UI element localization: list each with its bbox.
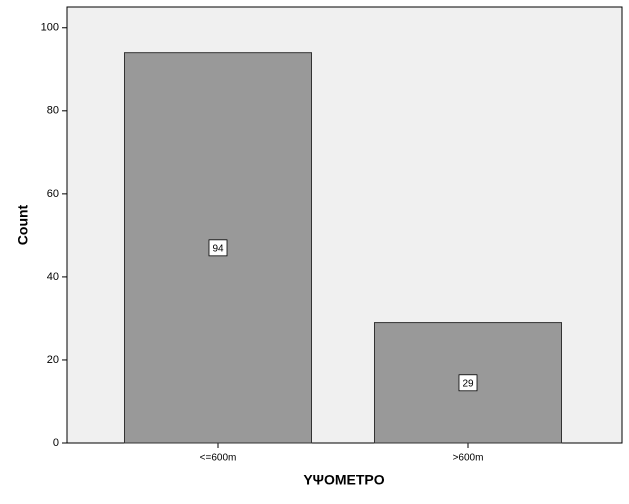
y-axis-title: Count [15, 204, 31, 245]
x-tick-label: >600m [453, 453, 484, 464]
value-label-box [208, 239, 228, 257]
y-tick-label: 80 [47, 105, 59, 117]
y-tick-label: 40 [47, 271, 59, 283]
y-tick-label: 20 [47, 354, 59, 366]
y-tick-label: 100 [41, 22, 59, 34]
y-tick-label: 60 [47, 188, 59, 200]
value-label: 94 [212, 243, 224, 254]
x-axis-title: ΥΨΟΜΕΤΡΟ [303, 472, 384, 488]
y-tick-label: 0 [53, 437, 59, 449]
x-tick-label: <=600m [200, 453, 237, 464]
value-label: 29 [462, 378, 474, 389]
value-label-box [458, 374, 478, 392]
